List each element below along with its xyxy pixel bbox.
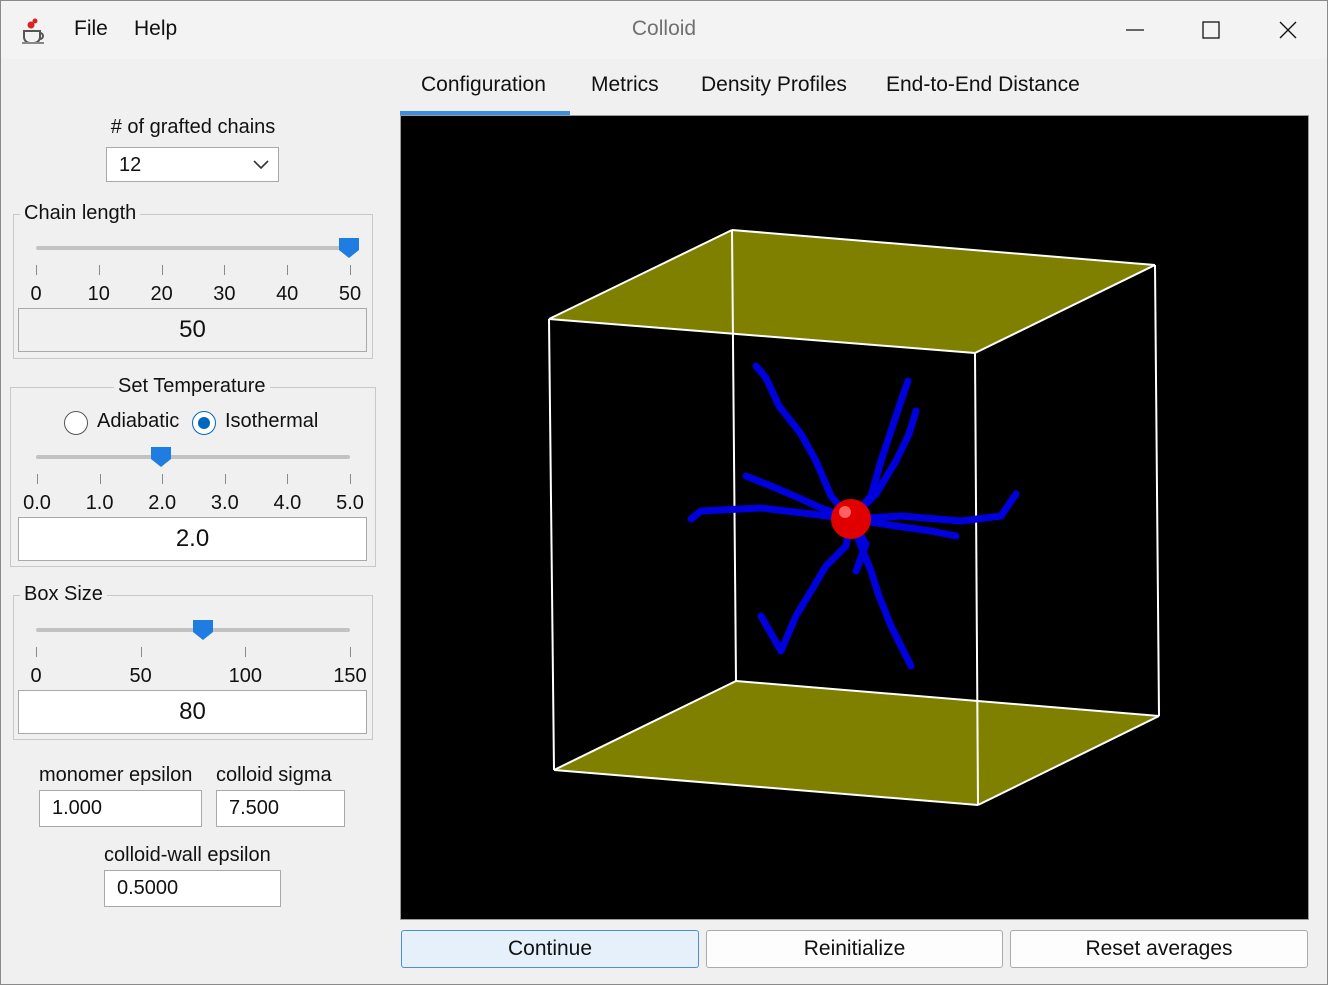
temperature-tick-label: 0.0: [23, 492, 51, 514]
polymer-chains: [687, 362, 1020, 670]
chain-length-tick: [36, 265, 37, 275]
box-size-tick: [140, 647, 142, 657]
tab-density-profiles[interactable]: Density Profiles: [701, 73, 847, 96]
tab-end-to-end-distance[interactable]: End-to-End Distance: [886, 73, 1080, 96]
chain-length-group: [13, 214, 373, 359]
continue-button[interactable]: Continue: [401, 930, 699, 968]
temperature-thumb[interactable]: [150, 446, 172, 468]
chain-length-thumb[interactable]: [338, 237, 360, 259]
chain-length-title: Chain length: [20, 202, 141, 225]
temperature-title: Set Temperature: [114, 375, 270, 398]
chain-length-tick-label: 20: [150, 283, 173, 305]
minimize-icon: [1126, 29, 1144, 31]
top-wall: [549, 230, 1155, 353]
chain-length-tick-label: 0: [30, 283, 42, 305]
title-bar: File Help Colloid: [1, 1, 1327, 59]
maximize-icon: [1202, 21, 1220, 39]
monomer-epsilon-input[interactable]: 1.000: [39, 790, 202, 827]
java-cup-icon: [22, 18, 44, 44]
chevron-down-icon: [253, 160, 269, 170]
temperature-tick-label: 3.0: [210, 492, 239, 514]
tab-configuration[interactable]: Configuration: [421, 73, 546, 96]
simulation-viewport[interactable]: [400, 115, 1309, 920]
temperature-tick: [224, 474, 226, 484]
colloid-wall-epsilon-label: colloid-wall epsilon: [104, 844, 271, 866]
temperature-tick-label: 1.0: [85, 492, 114, 514]
chain-length-track[interactable]: [36, 246, 350, 250]
window-title: Colloid: [631, 17, 697, 40]
box-size-tick-label: 50: [129, 665, 152, 687]
temperature-tick: [287, 474, 289, 484]
temperature-track[interactable]: [36, 455, 350, 459]
maximize-button[interactable]: [1173, 1, 1249, 59]
box-size-input[interactable]: 80: [18, 690, 367, 734]
active-tab-indicator: [400, 111, 570, 115]
box-edges: [548, 229, 1160, 806]
chain-length-tick-label: 30: [213, 283, 236, 305]
chain-length-tick-label: 10: [87, 283, 110, 305]
temperature-input[interactable]: 2.0: [18, 517, 367, 561]
menu-help[interactable]: Help: [134, 17, 178, 40]
box-size-tick: [245, 647, 247, 657]
chain-length-tick: [161, 265, 163, 275]
colloid-sigma-label: colloid sigma: [216, 764, 332, 786]
chain-length-tick: [98, 265, 100, 275]
box-size-tick: [36, 647, 37, 657]
box-size-tick: [350, 647, 351, 657]
chain-length-display: 50: [18, 308, 367, 352]
temperature-tick: [99, 474, 101, 484]
colloid-sigma-input[interactable]: 7.500: [216, 790, 345, 827]
chain-length-tick-label: 50: [338, 283, 362, 305]
simulation-scene[interactable]: [401, 116, 1308, 919]
grafted-chains-select[interactable]: 12: [106, 147, 279, 182]
temperature-tick-label: 2.0: [148, 492, 177, 514]
colloid-wall-epsilon-input[interactable]: 0.5000: [104, 870, 281, 907]
temperature-tick: [37, 474, 38, 484]
menu-file[interactable]: File: [74, 17, 108, 40]
colloid-particle: [831, 499, 871, 539]
minimize-button[interactable]: [1097, 1, 1173, 59]
adiabatic-label: Adiabatic: [97, 410, 180, 432]
grafted-chains-label: # of grafted chains: [110, 116, 276, 138]
box-size-thumb[interactable]: [192, 619, 214, 641]
grafted-chains-value: 12: [119, 154, 142, 176]
chain-length-tick: [287, 265, 289, 275]
temperature-tick-label: 5.0: [336, 492, 364, 514]
close-button[interactable]: [1250, 1, 1326, 59]
colloid-highlight: [839, 506, 851, 518]
chain-length-tick: [224, 265, 226, 275]
close-icon: [1279, 21, 1297, 39]
box-size-tick-label: 0: [30, 665, 42, 687]
box-size-tick-label: 150: [333, 665, 367, 687]
chain-length-tick: [350, 265, 351, 275]
temperature-tick: [162, 474, 164, 484]
temperature-tick-label: 4.0: [273, 492, 302, 514]
reset-averages-button[interactable]: Reset averages: [1010, 930, 1308, 968]
chain-length-tick-label: 40: [276, 283, 299, 305]
tab-metrics[interactable]: Metrics: [591, 73, 659, 96]
isothermal-label: Isothermal: [225, 410, 319, 432]
adiabatic-radio[interactable]: [64, 411, 88, 435]
reinitialize-button[interactable]: Reinitialize: [706, 930, 1003, 968]
monomer-epsilon-label: monomer epsilon: [39, 764, 193, 786]
box-size-title: Box Size: [20, 583, 107, 606]
temperature-tick: [350, 474, 351, 484]
bottom-wall: [554, 681, 1159, 805]
box-size-tick-label: 100: [228, 665, 263, 687]
box-size-group: [13, 595, 373, 740]
isothermal-radio[interactable]: [192, 411, 216, 435]
